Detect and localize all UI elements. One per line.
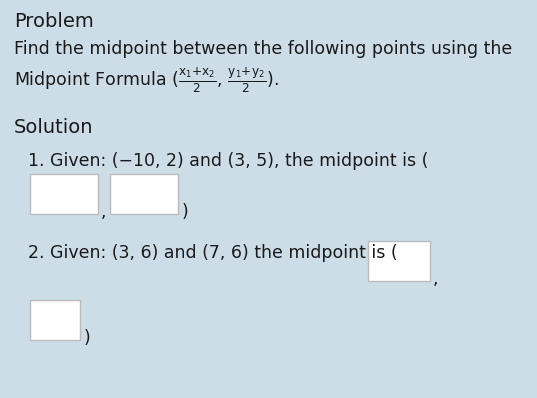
FancyBboxPatch shape bbox=[110, 174, 178, 214]
Text: ): ) bbox=[84, 329, 91, 347]
Text: Midpoint Formula ($\mathregular{\frac{x_1{+}x_2}{2}}$, $\mathregular{\frac{y_1{+: Midpoint Formula ($\mathregular{\frac{x_… bbox=[14, 65, 279, 95]
FancyBboxPatch shape bbox=[30, 300, 80, 340]
Text: ): ) bbox=[182, 203, 188, 221]
Text: Problem: Problem bbox=[14, 12, 94, 31]
Text: Find the midpoint between the following points using the: Find the midpoint between the following … bbox=[14, 40, 512, 58]
Text: Solution: Solution bbox=[14, 118, 93, 137]
Text: ,: , bbox=[433, 270, 439, 288]
Text: 1. Given: (−10, 2) and (3, 5), the midpoint is (: 1. Given: (−10, 2) and (3, 5), the midpo… bbox=[28, 152, 429, 170]
Text: ,: , bbox=[101, 203, 106, 221]
FancyBboxPatch shape bbox=[30, 174, 98, 214]
FancyBboxPatch shape bbox=[368, 241, 430, 281]
Text: 2. Given: (3, 6) and (7, 6) the midpoint is (: 2. Given: (3, 6) and (7, 6) the midpoint… bbox=[28, 244, 397, 262]
